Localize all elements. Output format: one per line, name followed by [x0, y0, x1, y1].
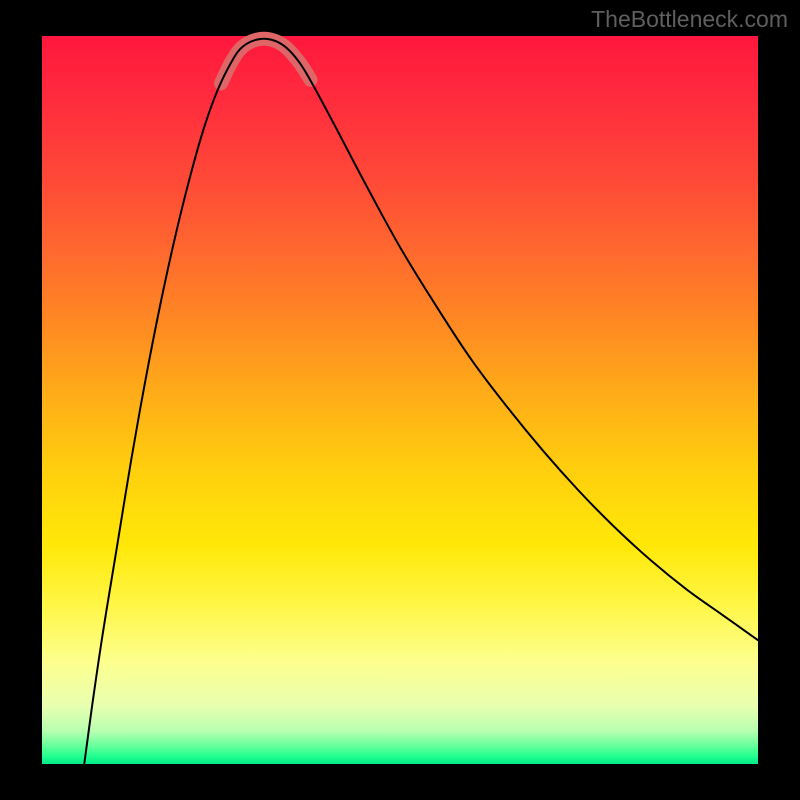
plot-gradient-area — [42, 36, 758, 764]
watermark-text: TheBottleneck.com — [591, 6, 788, 33]
bottleneck-chart — [0, 0, 800, 800]
chart-container: TheBottleneck.com — [0, 0, 800, 800]
